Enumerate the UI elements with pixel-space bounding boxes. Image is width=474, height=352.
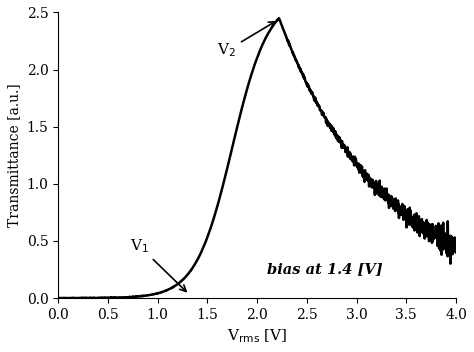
X-axis label: V$_{\mathrm{rms}}$ [V]: V$_{\mathrm{rms}}$ [V]: [227, 327, 287, 345]
Text: V$_2$: V$_2$: [217, 22, 275, 59]
Text: bias at 1.4 [V]: bias at 1.4 [V]: [267, 262, 383, 276]
Y-axis label: Transmittance [a.u.]: Transmittance [a.u.]: [7, 83, 21, 227]
Text: V$_1$: V$_1$: [130, 237, 186, 291]
